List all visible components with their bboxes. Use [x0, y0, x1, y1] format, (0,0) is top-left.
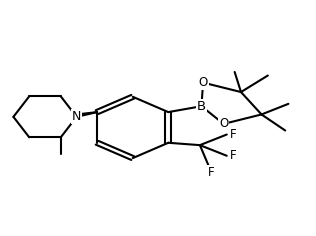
Text: B: B	[197, 100, 206, 113]
Text: F: F	[230, 128, 236, 141]
Text: O: O	[198, 76, 208, 89]
Text: O: O	[219, 117, 228, 131]
Text: F: F	[208, 166, 214, 179]
Text: N: N	[72, 110, 81, 123]
Text: F: F	[230, 149, 236, 162]
